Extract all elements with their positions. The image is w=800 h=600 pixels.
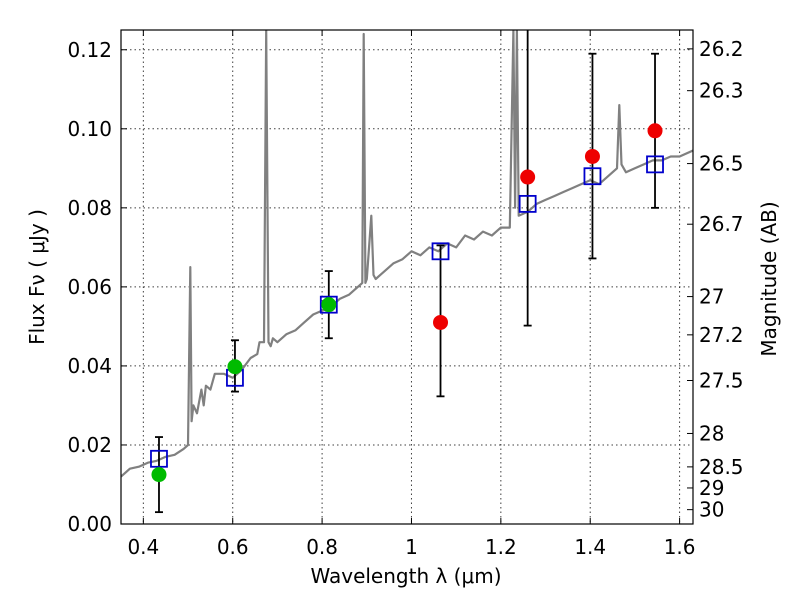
- mag-tick-label: 26.5: [699, 152, 744, 176]
- mag-tick-label: 27: [699, 285, 724, 309]
- y-tick-label: 0.00: [67, 512, 112, 536]
- x-tick-label: 1.2: [485, 535, 517, 559]
- plot-frame: [120, 29, 694, 525]
- infrared-detection-point: [584, 148, 600, 164]
- clipped-content: [121, 30, 693, 514]
- infrared-detection-point: [520, 169, 536, 185]
- spectrum-line: [121, 30, 693, 478]
- x-tick-label: 0.8: [306, 535, 338, 559]
- model-photometry-square: [319, 295, 338, 314]
- x-tick-label: 0.4: [127, 535, 159, 559]
- y-tick-label: 0.06: [67, 275, 112, 299]
- y-tick-label: 0.08: [67, 196, 112, 220]
- x-tick-label: 1.4: [574, 535, 606, 559]
- model-photometry-square: [150, 449, 168, 468]
- optical-detection-point: [151, 467, 167, 483]
- infrared-detection-point: [433, 314, 449, 330]
- x-tick-label: 1.6: [664, 535, 696, 559]
- mag-tick-label: 28: [699, 421, 724, 445]
- mag-tick-label: 26.3: [699, 79, 744, 103]
- grid: [121, 30, 693, 525]
- model-photometry-square: [583, 167, 602, 186]
- y-tick-label: 0.04: [67, 354, 112, 378]
- mag-tick-label: 27.5: [699, 369, 744, 393]
- mag-tick-label: 27.2: [699, 323, 744, 347]
- y-tick-label: 0.02: [67, 433, 112, 457]
- infrared-detection-point: [647, 123, 663, 139]
- mag-tick-label: 28.5: [699, 455, 744, 479]
- y-tick-label: 0.10: [67, 117, 112, 141]
- y-axis-label-left: Flux Fν ( μJy ): [25, 209, 49, 345]
- model-photometry-square: [646, 155, 664, 174]
- x-axis-label: Wavelength λ (μm): [310, 564, 501, 588]
- x-tick-label: 0.6: [217, 535, 249, 559]
- mag-tick-label: 30: [699, 498, 724, 522]
- model-photometry-square: [518, 194, 537, 213]
- x-tick-label: 1: [405, 535, 418, 559]
- mag-tick-label: 29: [699, 476, 724, 500]
- y-tick-label: 0.12: [67, 38, 112, 62]
- axes-ticks: 0.4 0.6 0.8 1 1.2 1.4 1.6 0.00 0.02 0.04 0.06 0.08 0…: [67, 30, 744, 559]
- y-axis-label-right: Magnitude (AB): [757, 201, 781, 356]
- optical-detection-point: [227, 359, 243, 375]
- mag-tick-label: 26.2: [699, 37, 744, 61]
- optical-detection-point: [321, 297, 337, 313]
- mag-tick-label: 26.7: [699, 212, 744, 236]
- plot-area: [121, 30, 693, 514]
- model-photometry-square: [431, 242, 450, 261]
